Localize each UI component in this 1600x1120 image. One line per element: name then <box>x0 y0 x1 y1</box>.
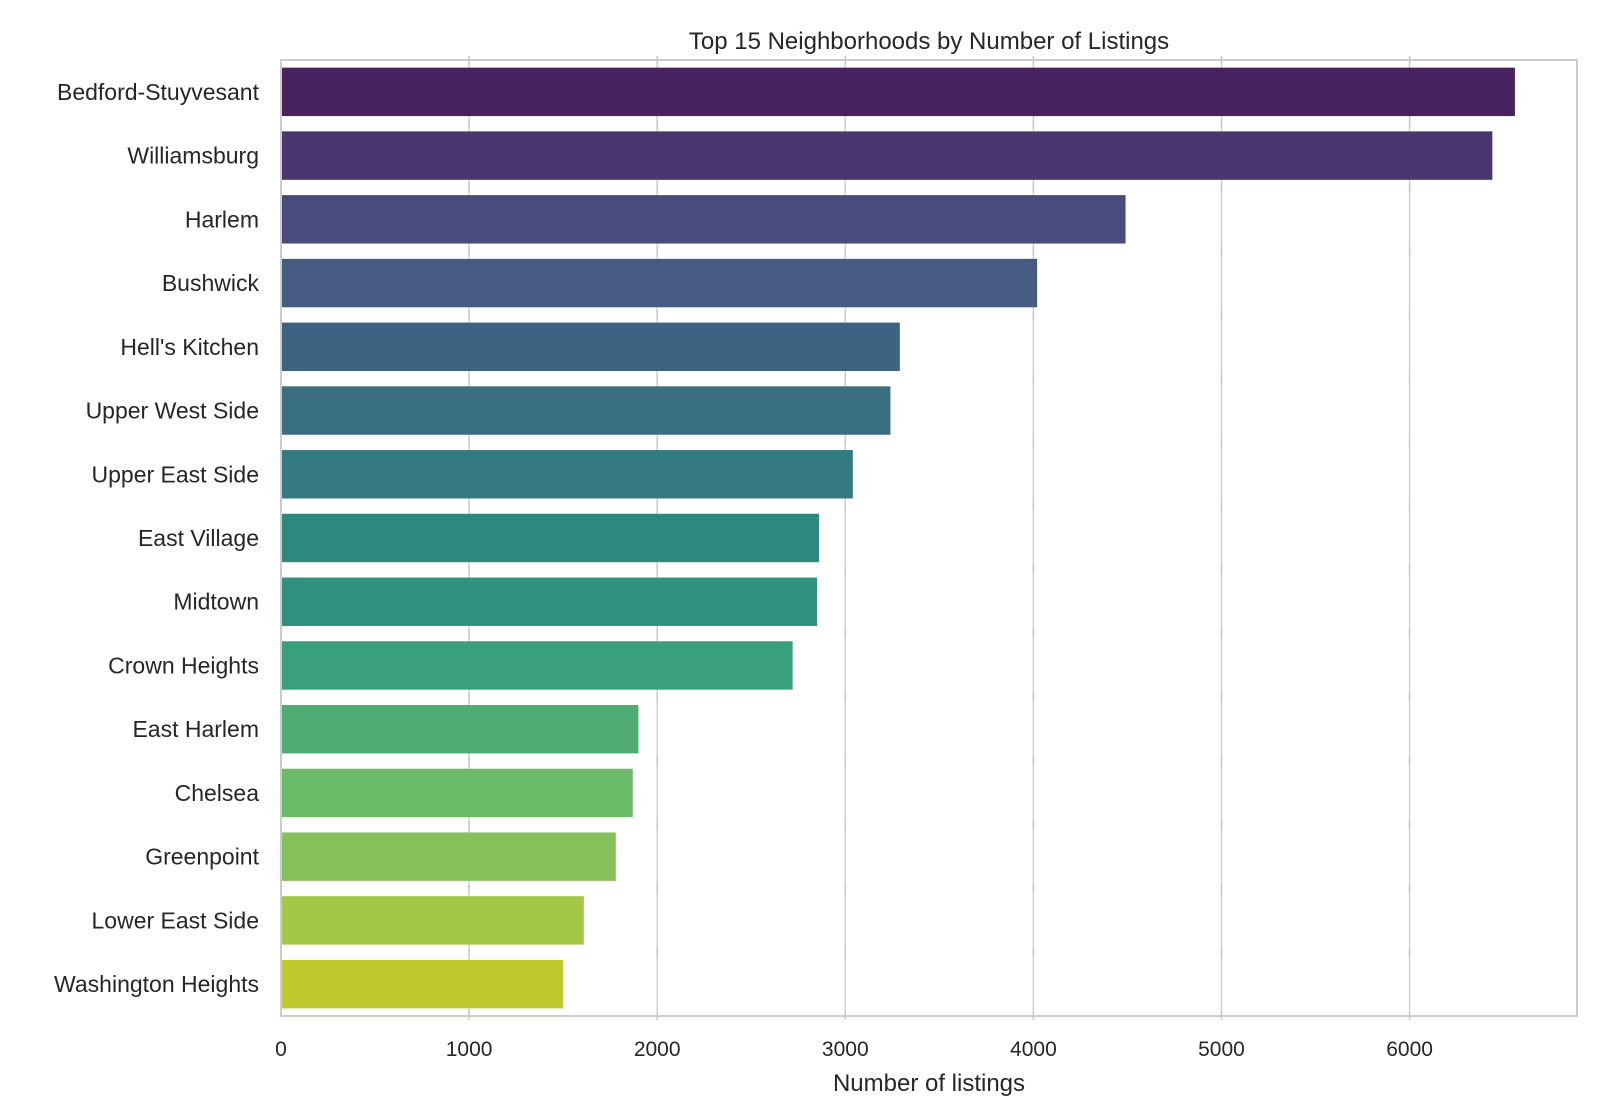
bar <box>281 67 1515 117</box>
category-label: Williamsburg <box>127 143 259 169</box>
bar <box>281 959 564 1009</box>
category-label: Bedford-Stuyvesant <box>57 79 260 105</box>
category-label: Greenpoint <box>145 844 259 870</box>
category-label: Bushwick <box>162 270 260 296</box>
bar <box>281 704 639 754</box>
plot-frame <box>280 59 1578 1017</box>
bar <box>281 513 819 563</box>
x-tick-label: 0 <box>275 1038 287 1061</box>
category-label: Upper West Side <box>86 398 259 424</box>
bar <box>281 641 793 690</box>
bar <box>281 195 1126 244</box>
category-label: Washington Heights <box>54 971 259 997</box>
category-label: East Village <box>138 525 259 551</box>
x-tick-label: 1000 <box>446 1038 493 1061</box>
bar <box>281 386 891 435</box>
bar <box>281 322 900 372</box>
category-labels: Bedford-Stuyvesant Williamsburg Harlem Bush… <box>54 79 260 997</box>
x-axis-title: Number of listings <box>833 1070 1025 1097</box>
x-tick-label: 3000 <box>822 1038 869 1061</box>
category-label: Chelsea <box>175 780 260 806</box>
x-tick-label: 2000 <box>634 1038 681 1061</box>
category-label: Hell's Kitchen <box>120 334 259 360</box>
x-tick-label: 5000 <box>1198 1038 1245 1061</box>
chart-title: Top 15 Neighborhoods by Number of Listin… <box>689 28 1169 55</box>
category-label: East Harlem <box>132 716 259 742</box>
bar <box>281 832 616 881</box>
x-tick-label: 4000 <box>1010 1038 1057 1061</box>
bar <box>281 768 633 818</box>
category-label: Midtown <box>173 589 259 615</box>
category-label: Upper East Side <box>92 461 259 487</box>
bar <box>281 577 818 626</box>
bar <box>281 258 1038 308</box>
x-tick-labels: 0 1000 2000 3000 4000 5000 6000 <box>275 1038 1433 1061</box>
category-label: Crown Heights <box>108 652 259 678</box>
x-tick-label: 6000 <box>1386 1038 1433 1061</box>
category-label: Lower East Side <box>92 907 259 933</box>
bar <box>281 896 584 945</box>
bar <box>281 131 1493 180</box>
bars <box>281 67 1515 1009</box>
category-label: Harlem <box>185 206 259 232</box>
bar <box>281 450 853 499</box>
